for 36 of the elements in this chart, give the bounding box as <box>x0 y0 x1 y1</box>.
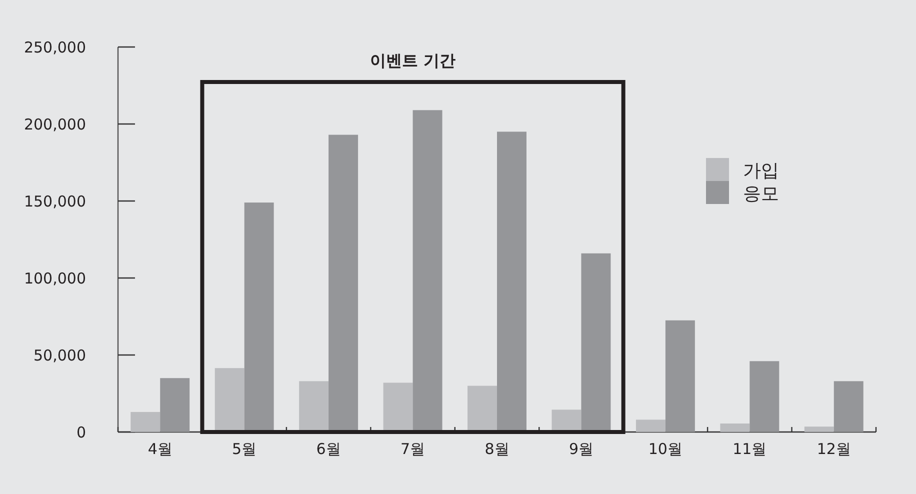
bar <box>636 420 666 432</box>
y-tick-label: 250,000 <box>24 38 86 56</box>
x-tick-label: 5월 <box>232 440 257 458</box>
bar <box>497 132 526 432</box>
y-tick-label: 150,000 <box>24 192 86 210</box>
bar <box>130 412 160 432</box>
bar <box>160 378 190 432</box>
bar <box>244 202 274 432</box>
x-tick-label: 9월 <box>568 440 594 458</box>
legend-label: 가입 <box>743 160 779 182</box>
bar <box>299 381 329 432</box>
bar <box>834 381 864 432</box>
bar <box>412 110 442 432</box>
bar <box>720 424 750 432</box>
y-tick-label: 0 <box>76 423 86 442</box>
legend-label: 응모 <box>743 183 779 204</box>
bar <box>750 361 780 432</box>
x-tick-label: 7월 <box>400 440 426 458</box>
x-tick-label: 6월 <box>316 440 341 458</box>
bar <box>383 382 413 432</box>
x-tick-label: 12월 <box>816 440 851 458</box>
x-tick-label: 4월 <box>148 440 172 458</box>
bar <box>581 253 611 432</box>
y-tick-label: 50,000 <box>34 346 86 364</box>
x-tick-label: 11월 <box>732 440 767 458</box>
bar <box>665 320 695 432</box>
y-tick-label: 100,000 <box>24 269 86 288</box>
bar <box>552 410 582 432</box>
bar <box>804 426 834 432</box>
bar <box>214 368 244 432</box>
x-tick-label: 10월 <box>648 440 682 458</box>
x-tick-label: 8월 <box>484 440 510 458</box>
bar <box>328 134 358 432</box>
annotation: 이벤트 기간 <box>370 51 456 70</box>
y-tick-label: 200,000 <box>24 115 86 134</box>
bar <box>468 386 497 432</box>
